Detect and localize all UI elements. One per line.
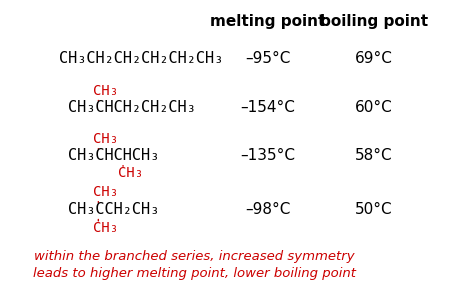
Text: 60°C: 60°C <box>355 100 392 115</box>
Text: CH₃: CH₃ <box>93 84 118 98</box>
Text: boiling point: boiling point <box>319 14 428 29</box>
Text: CH₃: CH₃ <box>93 185 118 199</box>
Text: CH₃CHCH₂CH₂CH₃: CH₃CHCH₂CH₂CH₃ <box>68 100 196 115</box>
Text: 69°C: 69°C <box>355 51 392 65</box>
Text: –135°C: –135°C <box>241 148 296 163</box>
Text: within the branched series, increased symmetry: within the branched series, increased sy… <box>34 250 355 263</box>
Text: CH₃: CH₃ <box>93 132 118 146</box>
Text: leads to higher melting point, lower boiling point: leads to higher melting point, lower boi… <box>33 267 356 280</box>
Text: 58°C: 58°C <box>355 148 392 163</box>
Text: CH₃: CH₃ <box>118 166 143 180</box>
Text: 50°C: 50°C <box>355 202 392 217</box>
Text: CH₃CHCHCH₃: CH₃CHCHCH₃ <box>68 148 159 163</box>
Text: CH₃: CH₃ <box>93 221 118 235</box>
Text: –95°C: –95°C <box>246 51 291 65</box>
Text: melting point: melting point <box>210 14 326 29</box>
Text: –154°C: –154°C <box>241 100 296 115</box>
Text: CH₃CCH₂CH₃: CH₃CCH₂CH₃ <box>68 202 159 217</box>
Text: –98°C: –98°C <box>246 202 291 217</box>
Text: CH₃CH₂CH₂CH₂CH₂CH₃: CH₃CH₂CH₂CH₂CH₂CH₃ <box>59 51 224 65</box>
